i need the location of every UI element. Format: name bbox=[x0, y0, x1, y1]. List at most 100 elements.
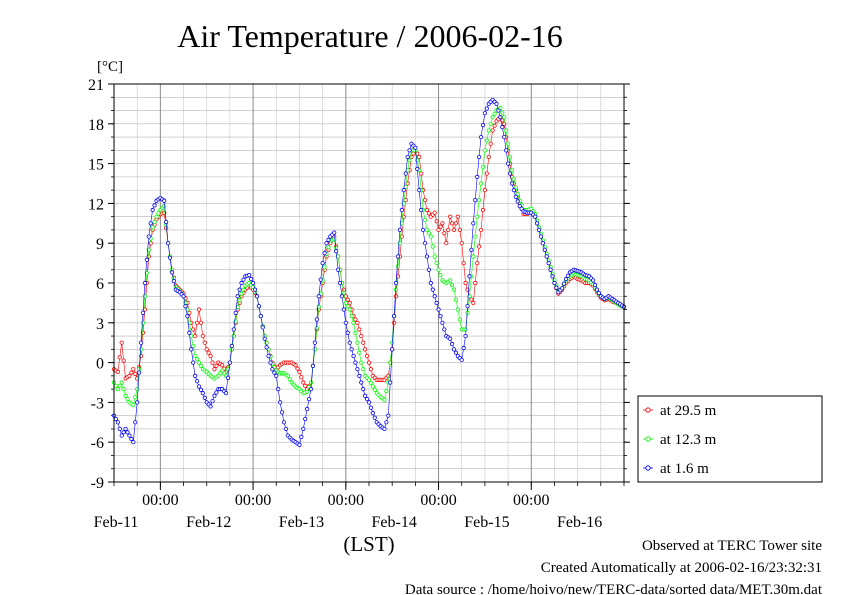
data-point bbox=[451, 347, 457, 352]
data-point bbox=[490, 115, 495, 120]
data-point bbox=[189, 347, 194, 352]
data-point bbox=[339, 294, 345, 299]
data-point bbox=[482, 148, 488, 153]
data-point bbox=[322, 251, 327, 256]
data-point bbox=[181, 294, 186, 299]
data-point bbox=[256, 304, 261, 309]
data-point bbox=[351, 320, 356, 325]
data-point bbox=[131, 402, 136, 408]
data-point bbox=[252, 287, 258, 292]
data-point bbox=[196, 360, 202, 365]
data-point bbox=[121, 430, 126, 435]
data-point bbox=[316, 294, 321, 299]
data-point bbox=[119, 380, 124, 385]
data-point bbox=[332, 230, 337, 235]
data-point bbox=[390, 340, 395, 345]
data-point bbox=[515, 192, 520, 197]
data-point bbox=[326, 245, 331, 250]
data-point bbox=[214, 363, 219, 369]
data-point bbox=[301, 426, 306, 432]
data-point bbox=[308, 387, 314, 392]
data-point bbox=[131, 440, 136, 445]
data-point bbox=[162, 203, 167, 209]
data-point bbox=[504, 148, 509, 153]
data-point bbox=[208, 404, 213, 409]
data-point bbox=[419, 207, 424, 213]
data-point bbox=[393, 287, 399, 292]
data-point bbox=[366, 377, 372, 382]
data-point bbox=[345, 304, 350, 309]
plot-frame bbox=[113, 83, 625, 483]
data-point bbox=[438, 272, 443, 278]
data-point bbox=[500, 110, 505, 115]
data-point bbox=[154, 214, 159, 219]
data-point bbox=[349, 314, 354, 319]
data-point bbox=[477, 244, 482, 249]
data-point bbox=[138, 340, 144, 345]
data-point bbox=[220, 363, 225, 368]
data-point bbox=[440, 221, 445, 226]
data-point bbox=[268, 360, 273, 365]
data-point bbox=[494, 101, 499, 107]
data-point bbox=[475, 174, 480, 179]
data-point bbox=[461, 345, 466, 351]
data-point bbox=[562, 281, 567, 286]
data-point bbox=[453, 221, 459, 226]
data-point bbox=[449, 221, 455, 226]
legend-item: at 29.5 m bbox=[643, 403, 717, 419]
data-point bbox=[266, 353, 271, 359]
data-point bbox=[133, 394, 138, 400]
data-point bbox=[453, 350, 459, 355]
data-point bbox=[407, 158, 412, 163]
data-point bbox=[430, 244, 435, 249]
data-point bbox=[399, 234, 404, 239]
data-point bbox=[310, 363, 316, 369]
data-point bbox=[235, 304, 240, 309]
data-point bbox=[544, 254, 549, 259]
data-point bbox=[502, 134, 507, 140]
data-point bbox=[343, 300, 348, 305]
data-point bbox=[247, 272, 252, 278]
data-point bbox=[504, 128, 509, 133]
data-point bbox=[451, 227, 457, 233]
y-tick-label: 3 bbox=[96, 316, 104, 333]
data-point bbox=[372, 387, 377, 392]
data-point bbox=[225, 375, 231, 380]
data-point bbox=[590, 278, 596, 283]
data-point bbox=[142, 280, 148, 286]
data-point bbox=[455, 214, 460, 219]
data-point bbox=[121, 358, 126, 363]
data-point bbox=[359, 360, 364, 365]
data-point bbox=[133, 371, 138, 376]
data-point bbox=[449, 282, 455, 288]
data-point bbox=[303, 383, 308, 388]
data-point bbox=[428, 280, 433, 286]
data-point bbox=[407, 148, 412, 153]
data-point bbox=[341, 307, 346, 312]
data-point bbox=[426, 231, 431, 236]
y-tick-label: 18 bbox=[88, 117, 104, 134]
data-point bbox=[121, 387, 126, 392]
x-date-label: Feb-16 bbox=[557, 514, 602, 531]
data-point bbox=[533, 214, 538, 219]
data-point bbox=[293, 363, 298, 368]
data-point bbox=[386, 413, 391, 418]
data-point bbox=[448, 278, 453, 283]
data-point bbox=[463, 280, 468, 286]
data-point bbox=[150, 225, 155, 230]
data-point bbox=[279, 410, 285, 415]
data-point bbox=[393, 294, 399, 299]
data-point bbox=[295, 366, 300, 371]
data-point bbox=[405, 154, 410, 160]
data-point bbox=[206, 350, 211, 355]
data-point bbox=[341, 290, 346, 296]
data-point bbox=[191, 360, 196, 365]
data-point bbox=[434, 300, 439, 305]
data-point bbox=[152, 203, 157, 208]
data-point bbox=[341, 287, 346, 292]
data-point bbox=[546, 260, 551, 266]
data-point bbox=[465, 304, 470, 309]
data-point bbox=[196, 384, 202, 389]
y-tick-label: 12 bbox=[88, 196, 104, 213]
